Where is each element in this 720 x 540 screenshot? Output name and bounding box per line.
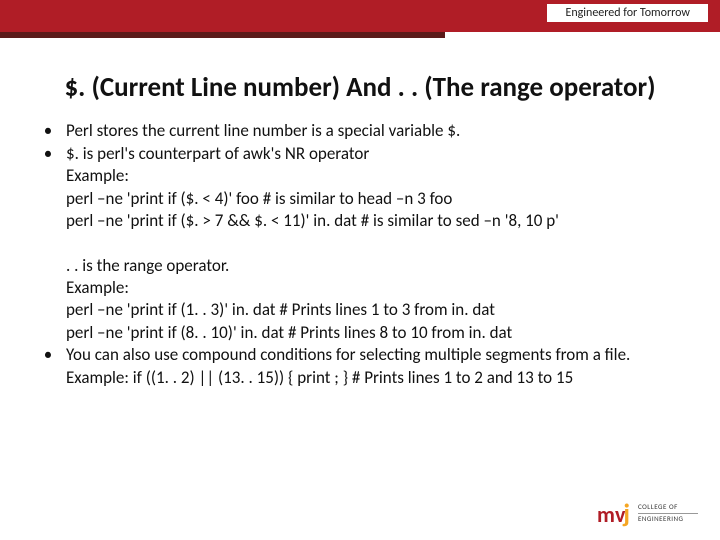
logo-line1: COLLEGE OF	[638, 503, 698, 511]
bullet-item: • You can also use compound conditions f…	[30, 344, 690, 366]
body-line: Example:	[30, 165, 690, 187]
body-line: . . is the range operator.	[30, 255, 690, 277]
bullet-text: $. is perl's counterpart of awk's NR ope…	[66, 143, 690, 165]
bullet-marker: •	[30, 120, 66, 142]
title-container: $. (Current Line number) And . . (The ra…	[0, 32, 720, 120]
bullet-marker: •	[30, 344, 66, 366]
page-title: $. (Current Line number) And . . (The ra…	[40, 72, 680, 104]
bullet-text: Perl stores the current line number is a…	[66, 120, 690, 142]
body-line: perl –ne 'print if ($. < 4)' foo # is si…	[30, 188, 690, 210]
content-area: • Perl stores the current line number is…	[0, 120, 720, 389]
bullet-item: • Perl stores the current line number is…	[30, 120, 690, 142]
logo-line2: ENGINEERING	[638, 515, 698, 523]
logo-letter-j: j	[623, 500, 630, 526]
header-accent-bar	[0, 32, 445, 38]
logo-letter-m: m	[597, 504, 615, 526]
header-bar: Engineered for Tomorrow	[0, 0, 720, 32]
tagline: Engineered for Tomorrow	[547, 4, 708, 22]
logo-mark: m v j	[597, 500, 630, 526]
body-line: Example:	[30, 277, 690, 299]
body-line: Example: if ((1. . 2) || (13. . 15)) { p…	[30, 367, 690, 389]
body-line: perl –ne 'print if ($. > 7 && $. < 11)' …	[30, 210, 690, 232]
logo-text: COLLEGE OF ENGINEERING	[638, 503, 698, 522]
body-line: perl –ne 'print if (1. . 3)' in. dat # P…	[30, 299, 690, 321]
bullet-marker: •	[30, 143, 66, 165]
bullet-item: • $. is perl's counterpart of awk's NR o…	[30, 143, 690, 165]
spacer	[30, 233, 690, 255]
footer-logo: m v j COLLEGE OF ENGINEERING	[597, 500, 698, 526]
body-line: perl –ne 'print if (8. . 10)' in. dat # …	[30, 322, 690, 344]
bullet-text: You can also use compound conditions for…	[66, 344, 690, 366]
